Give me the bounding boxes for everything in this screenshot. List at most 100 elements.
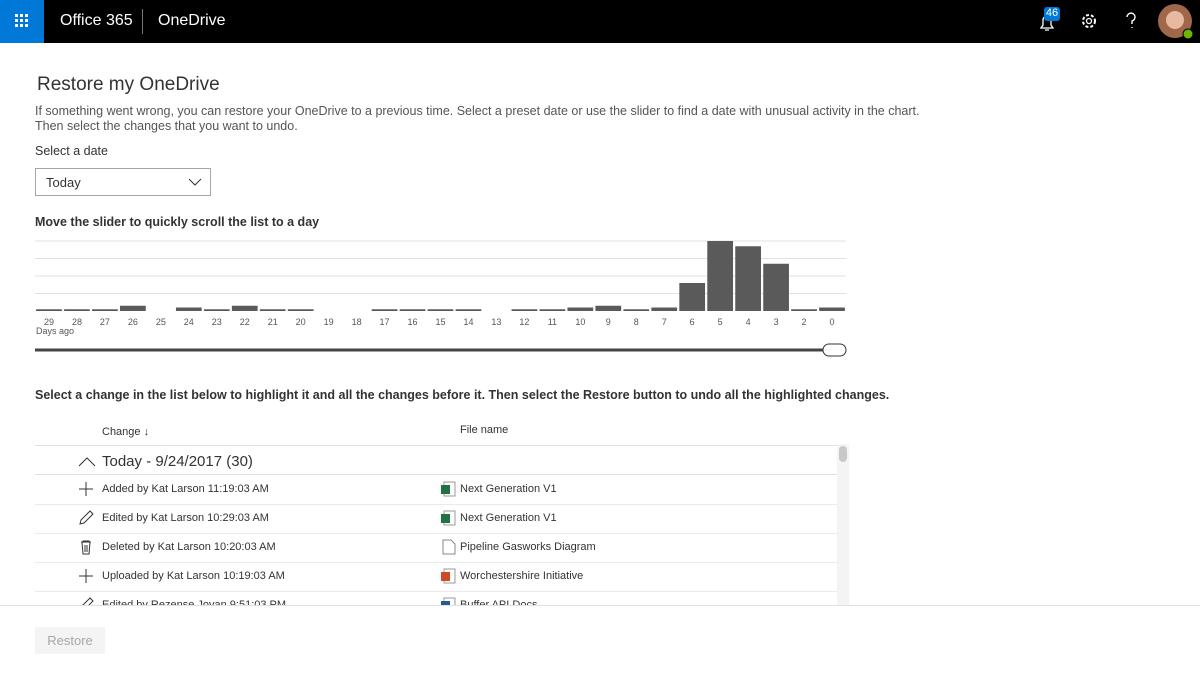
- x-tick-label: 13: [491, 317, 501, 327]
- change-text: Deleted by Kat Larson 10:20:03 AM: [102, 541, 276, 553]
- column-header[interactable]: File name: [460, 424, 509, 436]
- change-row[interactable]: Uploaded by Kat Larson 10:19:03 AM Worch…: [35, 562, 837, 592]
- bar: [567, 307, 594, 311]
- x-tick-label: 7: [662, 317, 667, 327]
- scrollbar[interactable]: [837, 444, 849, 605]
- x-tick-label: 18: [352, 317, 362, 327]
- x-tick-label: 19: [324, 317, 334, 327]
- file-name: Pipeline Gasworks Diagram: [460, 541, 596, 553]
- x-tick-label: 15: [435, 317, 445, 327]
- file-name: Worchestershire Initiative: [460, 570, 584, 582]
- x-tick-label: 10: [575, 317, 585, 327]
- x-tick-label: 11: [548, 317, 557, 327]
- x-tick-label: 21: [268, 317, 278, 327]
- bar: [399, 309, 426, 311]
- file-icon: [441, 597, 456, 605]
- bar: [539, 309, 566, 311]
- change-row[interactable]: Edited by Kat Larson 10:29:03 AM Next Ge…: [35, 504, 837, 534]
- x-tick-label: 28: [72, 317, 82, 327]
- x-tick-label: 24: [184, 317, 194, 327]
- x-tick-label: 22: [240, 317, 250, 327]
- change-text: Uploaded by Kat Larson 10:19:03 AM: [102, 570, 285, 582]
- notification-count: 46: [1045, 7, 1059, 19]
- date-dropdown[interactable]: Today: [35, 168, 211, 196]
- action-icon: [79, 510, 94, 525]
- bar: [623, 309, 650, 311]
- x-tick-label: 9: [606, 317, 611, 327]
- page-title: Restore my OneDrive: [37, 74, 220, 95]
- change-row[interactable]: Added by Kat Larson 11:19:03 AM Next Gen…: [35, 475, 837, 505]
- suite-name[interactable]: Office 365: [60, 12, 133, 29]
- help-icon[interactable]: [1122, 10, 1140, 32]
- x-axis-label: Days ago: [36, 326, 74, 336]
- file-icon: [441, 568, 456, 584]
- action-icon: [79, 569, 93, 583]
- bar: [735, 246, 761, 311]
- x-tick-label: 17: [380, 317, 390, 327]
- bar: [763, 263, 789, 311]
- chart-title: Move the slider to quickly scroll the li…: [35, 215, 320, 229]
- bar: [595, 305, 622, 311]
- column-header[interactable]: Change ↓: [102, 426, 150, 438]
- footer-divider: [0, 605, 1200, 606]
- activity-chart: Days ago 29 28 27 26 25 24 23 22 21 20 19 18 17 16 15 1…: [35, 240, 847, 357]
- scroll-thumb[interactable]: [839, 446, 847, 462]
- bar: [120, 305, 146, 311]
- app-name[interactable]: OneDrive: [158, 12, 226, 29]
- avatar[interactable]: [1157, 3, 1195, 41]
- bar: [455, 309, 482, 311]
- bar: [36, 309, 62, 311]
- x-tick-label: 6: [690, 317, 695, 327]
- bar: [791, 309, 817, 311]
- collapse-icon[interactable]: [78, 456, 96, 468]
- bar: [651, 307, 678, 311]
- change-list: Change ↓ File name Today - 9/24/2017 (30…: [35, 420, 850, 605]
- bar: [707, 241, 734, 311]
- bar: [371, 309, 398, 311]
- x-tick-label: 4: [746, 317, 751, 327]
- x-tick-label: 5: [718, 317, 723, 327]
- change-text: Edited by Kat Larson 10:29:03 AM: [102, 512, 269, 524]
- bar: [203, 309, 230, 311]
- file-icon: [442, 539, 456, 555]
- notifications[interactable]: [1030, 6, 1070, 38]
- divider: [142, 9, 143, 34]
- row-divider: [35, 474, 837, 475]
- top-bar: Office 365 OneDrive 46: [0, 0, 1200, 43]
- x-tick-label: 3: [774, 317, 779, 327]
- x-tick-label: 20: [296, 317, 306, 327]
- app-launcher[interactable]: [0, 0, 44, 43]
- x-tick-label: 25: [156, 317, 166, 327]
- x-tick-label: 23: [212, 317, 222, 327]
- date-label: Select a date: [35, 144, 108, 158]
- x-tick-label: 27: [100, 317, 110, 327]
- x-tick-label: 12: [519, 317, 529, 327]
- action-icon: [82, 597, 94, 605]
- change-text: Edited by Rezense Jovan 9:51:03 PM: [102, 599, 287, 605]
- file-name: Next Generation V1: [460, 483, 557, 495]
- x-tick-label: 8: [634, 317, 639, 327]
- chevron: [188, 178, 202, 186]
- action-icon: [81, 540, 91, 555]
- file-name: Buffer API Docs: [460, 599, 538, 605]
- x-tick-label: 26: [128, 317, 138, 327]
- bar: [64, 309, 90, 311]
- change-row[interactable]: Deleted by Kat Larson 10:20:03 AM Pipeli…: [35, 533, 837, 563]
- bar: [511, 309, 538, 311]
- group-header[interactable]: Today - 9/24/2017 (30): [102, 453, 253, 470]
- settings-icon[interactable]: [1078, 10, 1100, 32]
- bar: [231, 305, 258, 311]
- header-divider: [35, 445, 837, 446]
- file-icon: [441, 481, 456, 497]
- description: If something went wrong, you can restore…: [35, 104, 920, 133]
- file-icon: [441, 510, 456, 526]
- bar: [679, 283, 706, 311]
- instructions: Select a change in the list below to hig…: [35, 388, 890, 402]
- bar: [259, 309, 286, 311]
- bar: [427, 309, 454, 311]
- slider-thumb[interactable]: [822, 343, 847, 357]
- restore-button[interactable]: Restore: [35, 627, 105, 654]
- bar: [175, 307, 202, 311]
- x-tick-label: 29: [44, 317, 54, 327]
- change-row[interactable]: Edited by Rezense Jovan 9:51:03 PM Buffe…: [35, 591, 837, 605]
